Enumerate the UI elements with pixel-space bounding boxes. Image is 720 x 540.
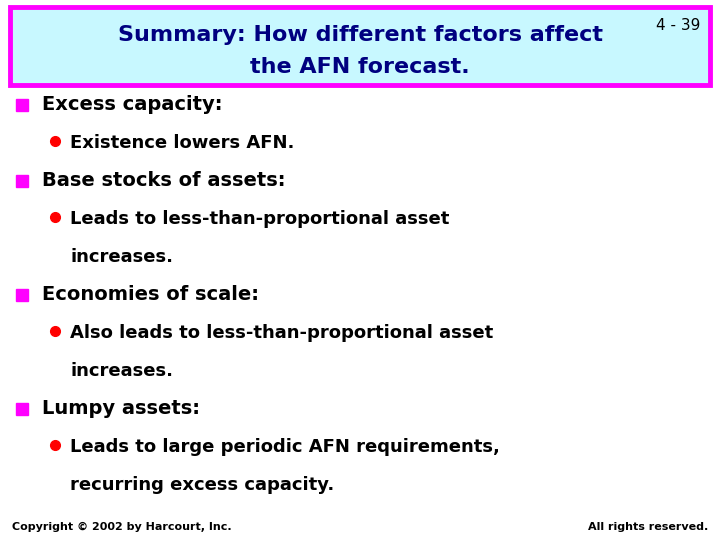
- Text: Base stocks of assets:: Base stocks of assets:: [42, 172, 286, 191]
- Text: increases.: increases.: [70, 362, 173, 380]
- Text: Summary: How different factors affect: Summary: How different factors affect: [117, 25, 603, 45]
- Text: Copyright © 2002 by Harcourt, Inc.: Copyright © 2002 by Harcourt, Inc.: [12, 522, 232, 532]
- Text: the AFN forecast.: the AFN forecast.: [250, 57, 470, 77]
- Text: Also leads to less-than-proportional asset: Also leads to less-than-proportional ass…: [70, 324, 493, 342]
- Text: Excess capacity:: Excess capacity:: [42, 96, 222, 114]
- Text: 4 - 39: 4 - 39: [656, 18, 700, 33]
- Bar: [16, 403, 28, 415]
- Text: Lumpy assets:: Lumpy assets:: [42, 400, 200, 419]
- FancyBboxPatch shape: [10, 7, 710, 85]
- Text: increases.: increases.: [70, 248, 173, 266]
- Text: Existence lowers AFN.: Existence lowers AFN.: [70, 134, 294, 152]
- Text: Leads to less-than-proportional asset: Leads to less-than-proportional asset: [70, 210, 449, 228]
- Text: Leads to large periodic AFN requirements,: Leads to large periodic AFN requirements…: [70, 438, 500, 456]
- Text: recurring excess capacity.: recurring excess capacity.: [70, 476, 334, 494]
- Text: All rights reserved.: All rights reserved.: [588, 522, 708, 532]
- Bar: [16, 175, 28, 187]
- Bar: [16, 289, 28, 301]
- Bar: [16, 99, 28, 111]
- Text: Economies of scale:: Economies of scale:: [42, 286, 259, 305]
